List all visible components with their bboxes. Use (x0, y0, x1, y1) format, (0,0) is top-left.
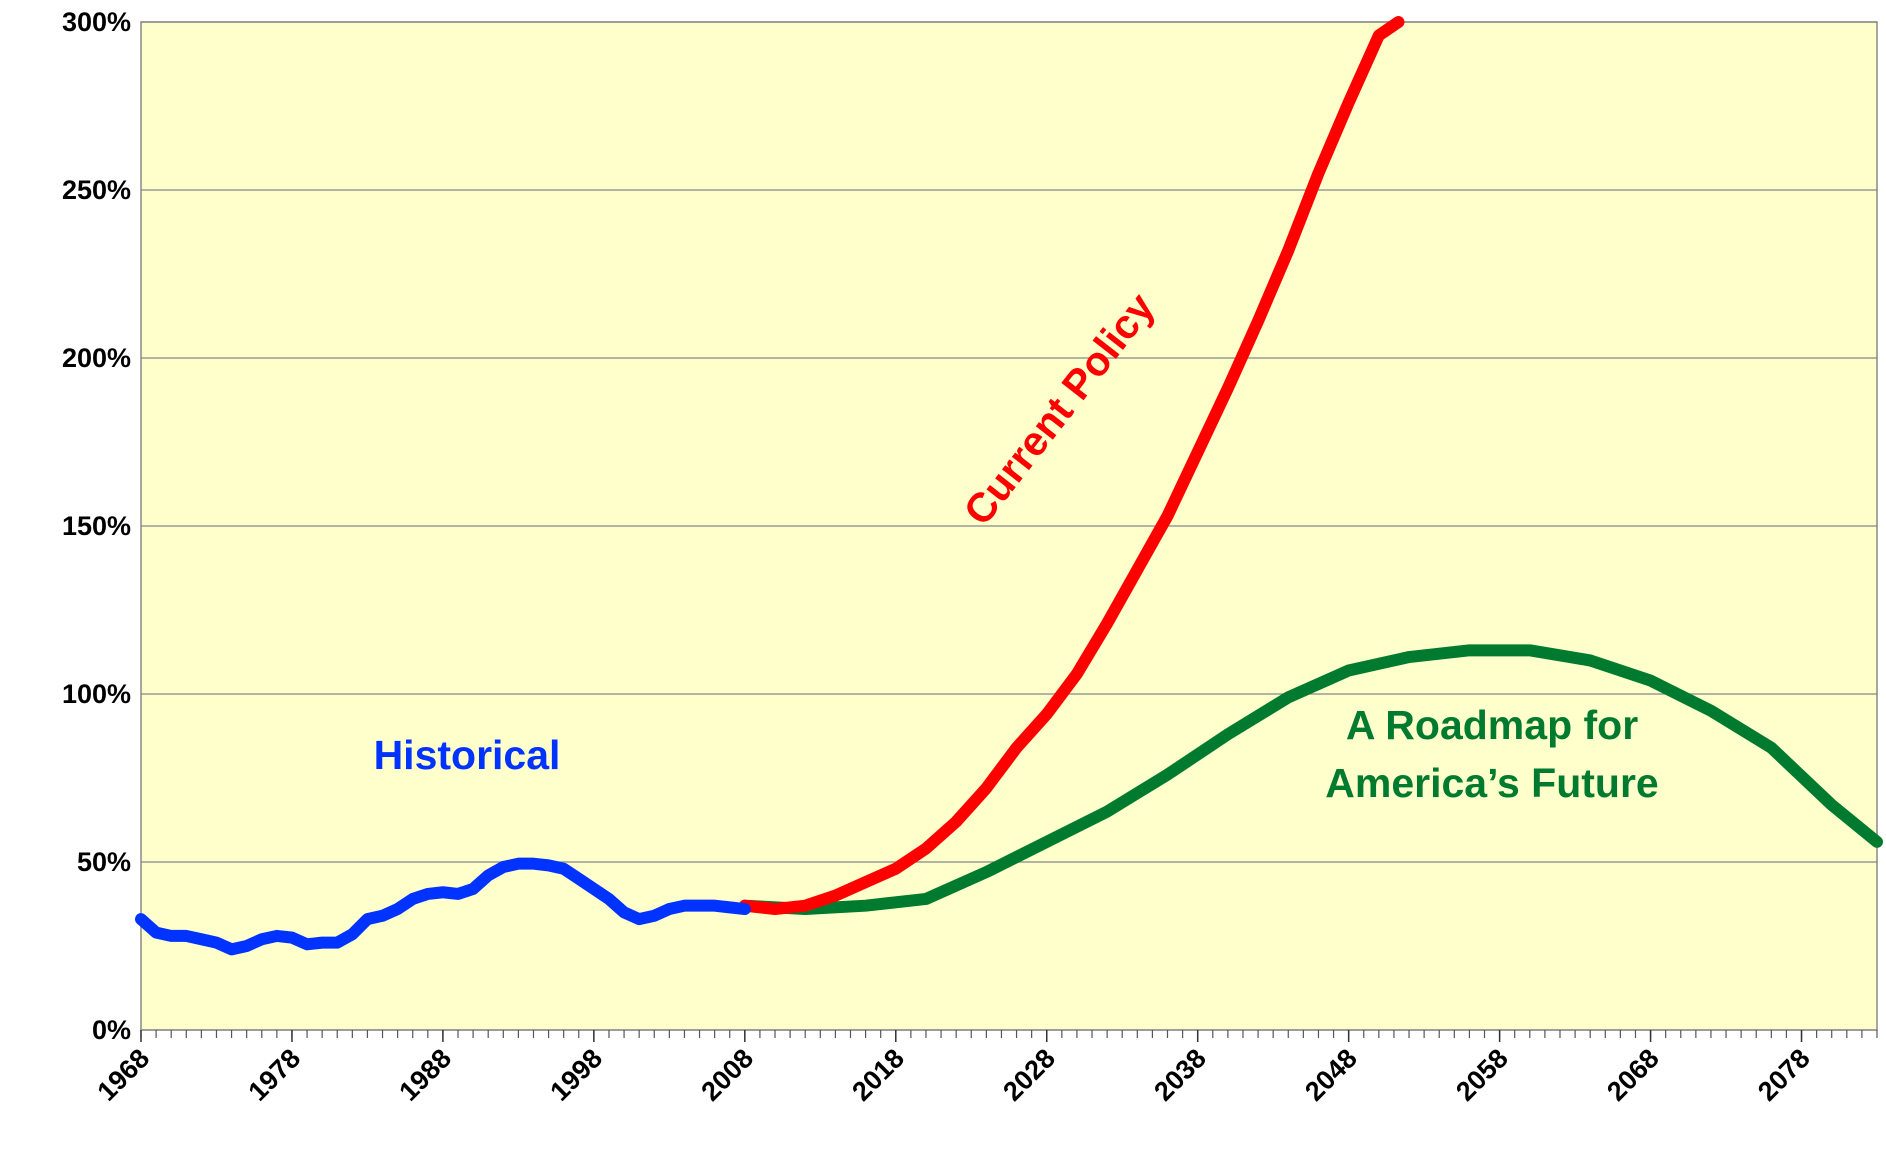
line (738, 16, 1405, 916)
y-tick-label: 50% (77, 847, 131, 877)
line (135, 857, 751, 956)
x-tick-label: 1998 (544, 1043, 608, 1107)
y-tick-label: 100% (62, 679, 131, 709)
y-tick-label: 150% (62, 511, 131, 541)
x-tick-label: 1978 (243, 1043, 307, 1107)
line (738, 644, 1883, 916)
series-label: A Roadmap for America’s Future (1325, 702, 1659, 806)
x-tick-label: 2008 (695, 1043, 759, 1107)
y-tick-label: 250% (62, 175, 131, 205)
y-tick-label: 0% (92, 1015, 131, 1045)
x-tick-label: 2078 (1752, 1043, 1816, 1107)
x-tick-label: 2058 (1450, 1043, 1514, 1107)
x-tick-label: 1988 (393, 1043, 457, 1107)
y-tick-label: 300% (62, 7, 131, 37)
x-tick-label: 2038 (1148, 1043, 1212, 1107)
x-tick-label: 2068 (1601, 1043, 1665, 1107)
y-tick-label: 200% (62, 343, 131, 373)
x-tick-label: 2048 (1299, 1043, 1363, 1107)
series-label: Historical (373, 732, 561, 778)
x-tick-label: 2028 (997, 1043, 1061, 1107)
x-tick-label: 1968 (92, 1043, 156, 1107)
x-tick-label: 2018 (846, 1043, 910, 1107)
